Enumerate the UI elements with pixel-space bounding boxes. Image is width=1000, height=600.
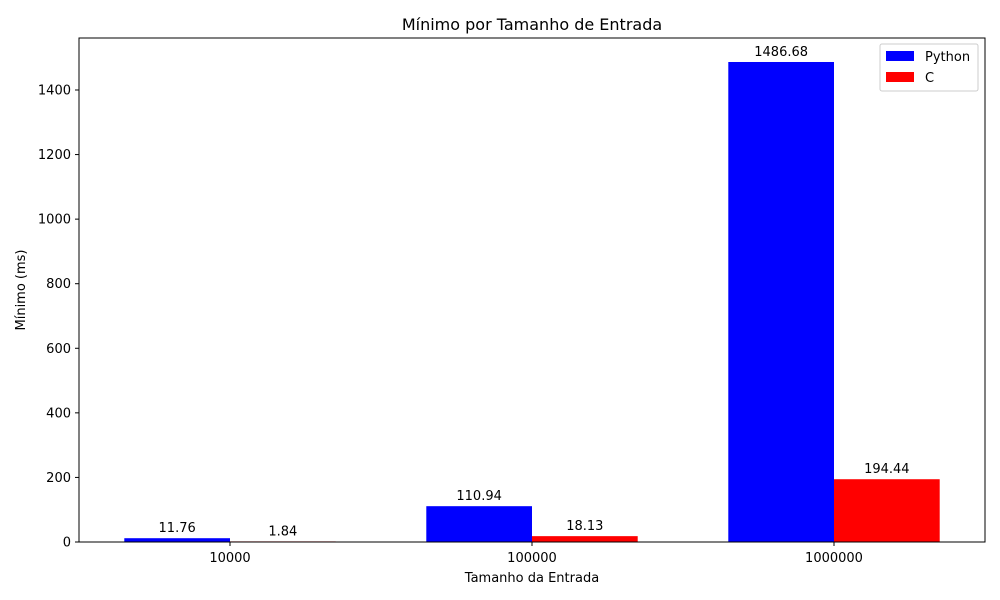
value-label-c-10000: 1.84 — [268, 524, 297, 539]
legend-swatch-python — [886, 51, 914, 61]
y-axis-label: Mínimo (ms) — [14, 249, 29, 330]
bar-c-1000000 — [834, 479, 940, 542]
y-tick-label: 400 — [46, 406, 71, 421]
legend: Python C — [879, 43, 979, 92]
x-tick-label: 10000 — [209, 551, 250, 566]
y-tick-label: 1400 — [38, 83, 71, 98]
value-label-python-10000: 11.76 — [159, 521, 196, 536]
y-axis: 0 200 400 600 800 1000 1200 1400 — [38, 83, 79, 551]
plot-frame — [78, 37, 986, 543]
legend-label-c: C — [925, 71, 934, 86]
bar-python-10000 — [124, 538, 230, 542]
y-tick-label: 1200 — [38, 148, 71, 163]
value-label-c-100000: 18.13 — [566, 519, 603, 534]
value-label-python-100000: 110.94 — [456, 489, 502, 504]
bar-python-100000 — [426, 506, 532, 542]
x-tick-label: 100000 — [507, 551, 557, 566]
y-tick-label: 800 — [46, 277, 71, 292]
value-label-python-1000000: 1486.68 — [754, 45, 808, 60]
bars-group — [124, 61, 940, 542]
legend-label-python: Python — [925, 50, 970, 65]
legend-swatch-c — [886, 72, 914, 82]
x-axis: 10000 100000 1000000 — [209, 542, 863, 566]
x-tick-label: 1000000 — [805, 551, 863, 566]
value-labels-group: 11.76 110.94 1486.68 1.84 18.13 194.44 — [159, 45, 910, 539]
value-label-c-1000000: 194.44 — [864, 462, 910, 477]
y-tick-label: 0 — [63, 536, 71, 551]
bar-python-1000000 — [728, 61, 834, 542]
bar-c-100000 — [532, 536, 638, 542]
y-tick-label: 1000 — [38, 213, 71, 228]
chart-title: Mínimo por Tamanho de Entrada — [402, 15, 662, 34]
x-axis-label: Tamanho da Entrada — [464, 571, 599, 586]
y-tick-label: 200 — [46, 471, 71, 486]
y-tick-label: 600 — [46, 342, 71, 357]
